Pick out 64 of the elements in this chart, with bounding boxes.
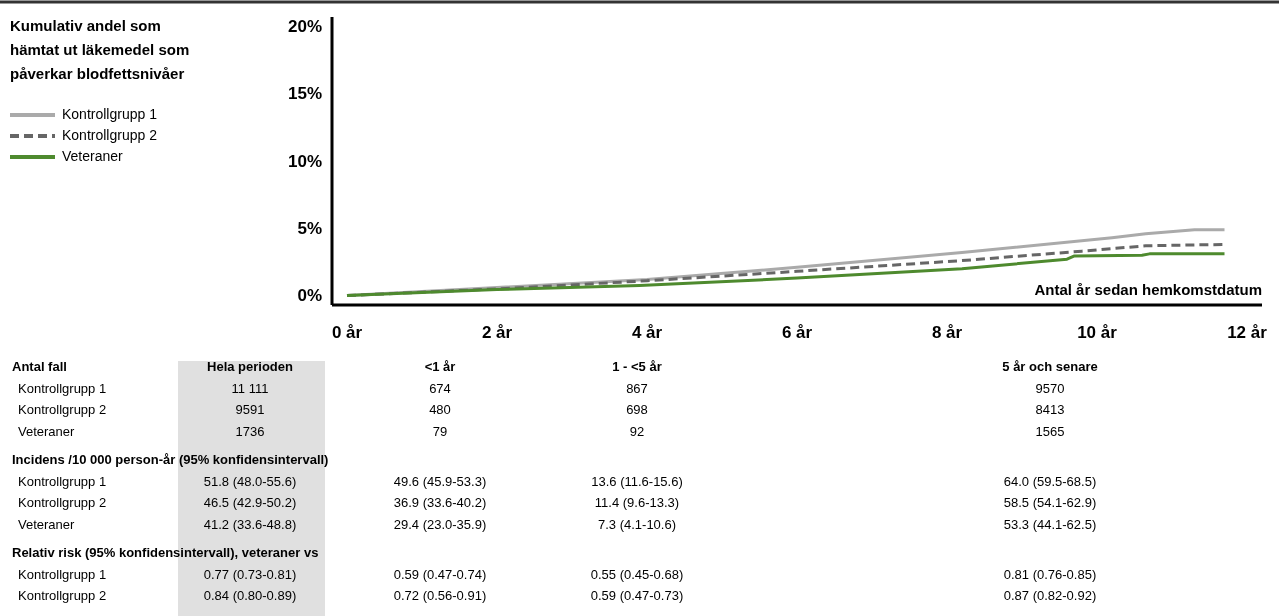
legend-label: Kontrollgrupp 2 [62,126,158,143]
text: 36.9 (33.6-40.2) [393,495,487,511]
y-tick-label: 5% [297,218,322,238]
category-label: <1 år [424,359,456,375]
x-tick-label: 0 år [331,323,363,343]
x-tick-label: 6 år [781,323,813,343]
text: 29.4 (23.0-35.9) [393,516,487,532]
text: 46.5 (42.9-50.2) [203,495,297,511]
text: 1565 [1035,423,1065,439]
category-label: Hela perioden [207,359,294,375]
category-label: Kontrollgrupp 1 [18,566,107,582]
text: 41.2 (33.6-48.8) [203,516,297,532]
text: 13.6 (11.6-15.6) [591,473,683,489]
text: 0.59 (0.47-0.73) [590,588,684,604]
category-label: Kontrollgrupp 2 [18,402,107,418]
text: 0.84 (0.80-0.89) [203,588,297,604]
category-label: Kontrollgrupp 2 [18,495,107,511]
text: 674 [429,380,451,396]
text: 64.0 (59.5-68.5) [1003,473,1097,489]
category-label: Veteraner [18,423,75,439]
legend-label: Kontrollgrupp 1 [62,105,158,122]
text: 11 111 [231,380,269,396]
y-tick-label: 20% [287,16,322,36]
text: 9570 [1035,380,1065,396]
text: 480 [429,402,451,418]
text: 11.4 (9.6-13.3) [594,495,680,511]
text: 1736 [235,423,265,439]
text: Antal fall [12,359,67,375]
category-label: Veteraner [18,516,75,532]
x-tick-label: 8 år [931,323,963,343]
text: 79 [432,423,448,439]
text: 698 [626,402,648,418]
y-tick-label: 0% [297,286,322,306]
text: 9591 [235,402,265,418]
y-tick-label: 15% [287,84,322,104]
x-tick-label: 12 år [1227,323,1268,343]
text: 0.55 (0.45-0.68) [590,566,684,582]
category-label: Kontrollgrupp 1 [18,380,107,396]
text: 0.59 (0.47-0.74) [393,566,487,582]
text: 92 [629,423,645,439]
text: 0.81 (0.76-0.85) [1003,566,1097,582]
text: 0.77 (0.73-0.81) [203,566,297,582]
x-tick-label: 10 år [1077,323,1118,343]
text: 867 [626,380,648,396]
x-tick-label: 4 år [631,323,663,343]
text: 49.6 (45.9-53.3) [393,473,487,489]
text: Incidens /10 000 person-år (95% konfidensintervall) [12,452,329,468]
text: 7.3 (4.1-10.6) [597,516,677,532]
category-label: Kontrollgrupp 1 [18,473,107,489]
category-label: Kontrollgrupp 2 [18,588,107,604]
y-axis-title: Kumulativ andel som hämtat ut läkemedel som påverkar blodfettsnivåer [10,16,190,82]
text: 51.8 (48.0-55.6) [203,473,297,489]
text: 0.87 (0.82-0.92) [1003,588,1097,604]
text: 58.5 (54.1-62.9) [1003,495,1097,511]
category-label: 5 år och senare [1002,359,1098,375]
text: 53.3 (44.1-62.5) [1003,516,1097,532]
text: Relativ risk (95% konfidensintervall), veteraner vs [12,545,319,561]
text: 8413 [1035,402,1065,418]
text: 0.72 (0.56-0.91) [393,588,487,604]
x-axis-title: Antal år sedan hemkomstdatum [1034,280,1262,298]
x-tick-label: 2 år [481,323,513,343]
y-tick-label: 10% [287,151,322,171]
category-label: 1 - <5 år [612,359,662,375]
legend-label: Veteraner [62,147,124,164]
